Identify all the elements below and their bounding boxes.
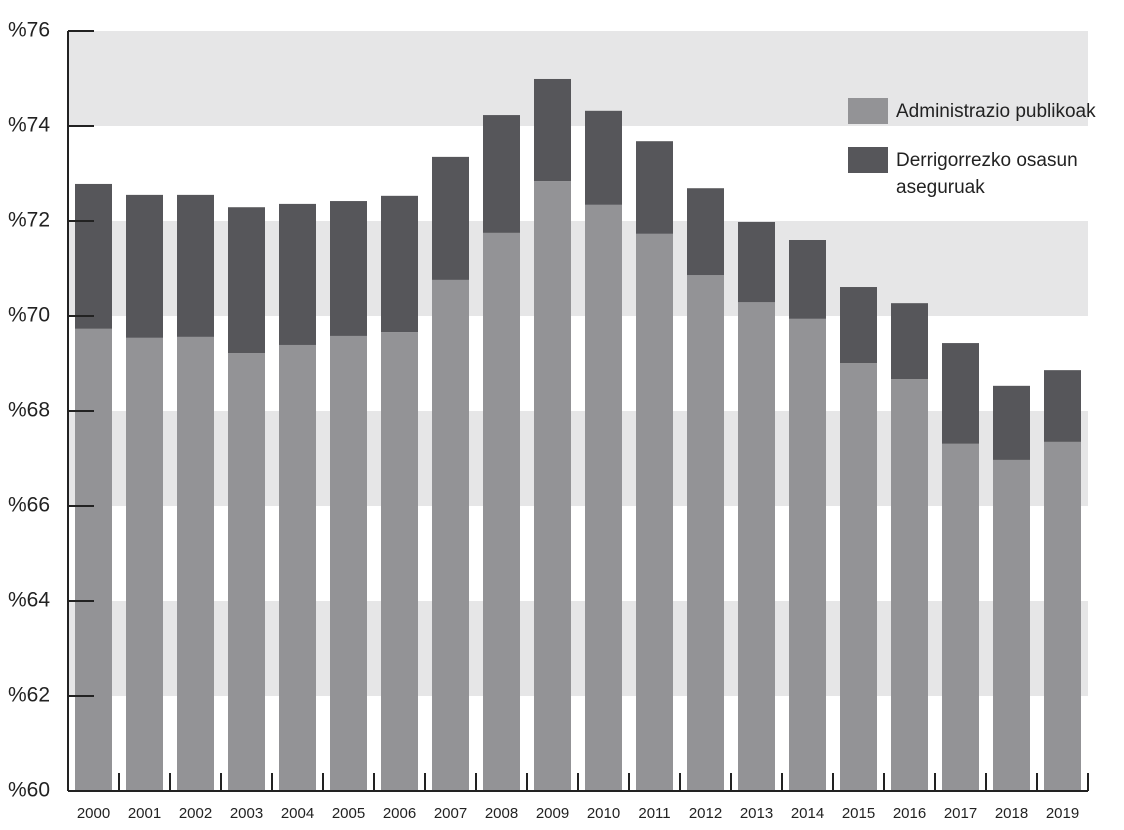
y-tick-label: %62 [8,684,50,707]
x-tick-label: 2014 [791,805,824,822]
x-tick-label: 2003 [230,805,263,822]
bar-segment [483,232,520,791]
y-tick-label: %68 [8,399,50,422]
bar-segment [228,207,265,354]
bar-segment [228,353,265,791]
bar-segment [279,203,316,345]
bar-segment [483,115,520,233]
bar-segment [279,344,316,791]
bar-segment [789,318,826,791]
bar-segment [891,303,928,380]
bar-segment [330,335,367,791]
grid-band [68,221,1088,316]
x-tick-label: 2007 [434,805,467,822]
x-tick-label: 2005 [332,805,365,822]
x-tick-label: 2008 [485,805,518,822]
x-tick-label: 2013 [740,805,773,822]
legend-swatch [848,98,888,124]
bar-segment [432,279,469,791]
bar-segment [738,221,775,303]
bar-segment [381,195,418,333]
bar-segment [126,337,163,791]
bar-segment [636,233,673,791]
bars [75,78,1081,792]
bar-segment [534,181,571,792]
x-tick-label: 2009 [536,805,569,822]
x-tick-label: 2012 [689,805,722,822]
x-tick-label: 2000 [77,805,110,822]
axes [67,30,1089,792]
bar-segment [687,275,724,791]
grid-band [68,411,1088,506]
bar-segment [534,78,571,182]
bar-segment [177,336,214,791]
x-tick-label: 2011 [638,805,670,822]
bar-segment [381,332,418,791]
y-tick-label: %66 [8,494,50,517]
bar-segment [1044,370,1081,442]
x-tick-label: 2017 [944,805,977,822]
x-tick-label: 2019 [1046,805,1079,822]
bar-segment [840,363,877,791]
x-tick-label: 2001 [128,805,161,822]
x-tick-label: 2016 [893,805,926,822]
x-tick-label: 2004 [281,805,314,822]
bar-segment [840,287,877,364]
bar-segment [993,459,1030,791]
legend-label: Derrigorrezko osasun aseguruak [896,150,1078,198]
grid-bands [68,31,1088,696]
bar-segment [585,204,622,792]
bar-segment [636,141,673,234]
x-tick-label: 2010 [587,805,620,822]
bar-segment [687,188,724,276]
y-tick-label: %74 [8,114,50,137]
legend-swatch [848,147,888,173]
bar-segment [942,343,979,444]
bar-segment [789,240,826,319]
legend-item: Derrigorrezko osasun aseguruak [848,147,1118,201]
legend-label: Administrazio publikoak [896,101,1096,122]
bar-segment [1044,441,1081,791]
bar-segment [993,385,1030,460]
legend-item: Administrazio publikoak [848,98,1118,125]
y-tick-label: %76 [8,19,50,42]
x-tick-label: 2006 [383,805,416,822]
bar-segment [432,156,469,280]
y-tick-label: %60 [8,779,50,802]
bar-segment [585,110,622,205]
bar-segment [126,194,163,338]
bar-segment [891,379,928,791]
x-tick-label: 2015 [842,805,875,822]
bar-segment [75,183,112,329]
grid-band [68,601,1088,696]
y-tick-label: %70 [8,304,50,327]
bar-segment [942,443,979,791]
x-tick-label: 2018 [995,805,1028,822]
y-tick-label: %64 [8,589,50,612]
bar-segment [738,302,775,791]
y-tick-label: %72 [8,209,50,232]
grid-band [68,31,1088,126]
bar-segment [75,328,112,791]
bar-segment [177,194,214,337]
x-tick-label: 2002 [179,805,212,822]
bar-segment [330,201,367,336]
